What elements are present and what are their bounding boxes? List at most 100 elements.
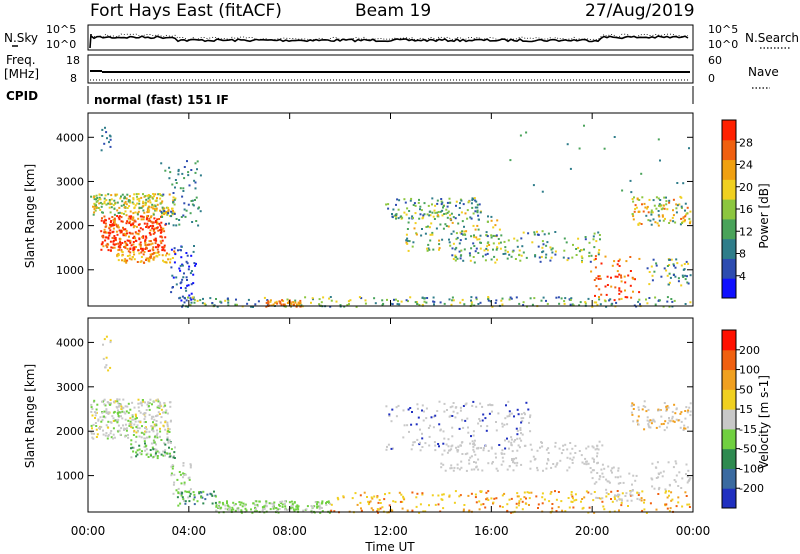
- velocity-pixel: [593, 458, 595, 461]
- velocity-pixel: [261, 508, 264, 511]
- power-pixel: [128, 254, 131, 257]
- power-pixel: [99, 198, 102, 201]
- velocity-pixel: [529, 467, 532, 470]
- velocity-ylabel: Slant Range [km]: [23, 364, 37, 468]
- power-pixel: [179, 269, 182, 272]
- power-pixel: [510, 297, 513, 300]
- power-pixel: [113, 222, 116, 225]
- velocity-pixel: [415, 496, 418, 499]
- power-pixel: [682, 220, 685, 223]
- velocity-pixel: [655, 477, 658, 479]
- velocity-pixel: [516, 433, 519, 436]
- velocity-pixel: [491, 462, 494, 465]
- power-pixel: [339, 304, 342, 307]
- power-pixel: [181, 278, 184, 281]
- power-pixel: [161, 246, 164, 249]
- velocity-pixel: [155, 415, 157, 418]
- velocity-pixel: [172, 455, 175, 457]
- velocity-pixel: [167, 430, 170, 433]
- power-pixel: [423, 300, 426, 303]
- velocity-pixel: [171, 464, 174, 467]
- velocity-pixel: [448, 415, 451, 418]
- velocity-pixel: [517, 504, 520, 507]
- power-pixel: [126, 207, 129, 209]
- power-pixel: [93, 195, 96, 198]
- power-pixel: [204, 303, 207, 306]
- power-pixel: [569, 167, 572, 170]
- velocity-pixel: [140, 436, 143, 439]
- power-pixel: [110, 194, 113, 197]
- velocity-pixel: [242, 502, 245, 505]
- power-pixel: [132, 251, 135, 253]
- velocity-pixel: [495, 421, 497, 423]
- power-pixel: [677, 277, 680, 280]
- velocity-pixel: [155, 443, 157, 446]
- power-pixel: [156, 222, 159, 225]
- velocity-pixel: [254, 506, 257, 509]
- velocity-pixel: [689, 402, 692, 405]
- power-pixel: [428, 248, 431, 251]
- velocity-pixel: [421, 492, 424, 495]
- power-pixel: [161, 206, 164, 209]
- velocity-pixel: [150, 442, 153, 445]
- velocity-pixel: [668, 419, 671, 422]
- power-pixel: [152, 193, 155, 195]
- velocity-pixel: [605, 478, 608, 481]
- velocity-pixel: [258, 500, 261, 503]
- velocity-pixel: [664, 491, 667, 494]
- velocity-pixel: [200, 491, 203, 494]
- power-pixel: [597, 277, 600, 280]
- power-pixel: [147, 259, 150, 262]
- velocity-pixel: [255, 510, 258, 513]
- power-pixel: [193, 298, 196, 301]
- velocity-pixel: [188, 500, 191, 503]
- power-pixel: [149, 256, 152, 259]
- velocity-pixel: [214, 495, 217, 498]
- velocity-pixel: [617, 476, 619, 479]
- power-pixel: [136, 213, 139, 216]
- velocity-pixel: [316, 501, 319, 504]
- power-pixel: [470, 217, 473, 220]
- power-pixel: [157, 245, 160, 248]
- power-pixel: [113, 246, 116, 249]
- power-pixel: [397, 300, 399, 303]
- power-pixel: [275, 300, 278, 303]
- time-tick-label: 16:00: [474, 524, 509, 538]
- power-pixel: [265, 305, 268, 308]
- power-pixel: [158, 244, 161, 247]
- velocity-pixel: [557, 491, 560, 493]
- velocity-pixel: [614, 476, 617, 479]
- velocity-pixel: [91, 427, 93, 430]
- velocity-pixel: [291, 503, 294, 506]
- power-pixel: [406, 237, 409, 240]
- power-pixel: [662, 204, 665, 207]
- power-pixel: [109, 203, 112, 206]
- velocity-pixel: [472, 400, 475, 403]
- velocity-pixel: [119, 433, 122, 436]
- power-pixel: [173, 212, 176, 215]
- power-pixel: [154, 220, 157, 222]
- velocity-pixel: [513, 415, 515, 418]
- velocity-pixel: [135, 435, 138, 438]
- power-pixel: [551, 247, 554, 250]
- power-pixel: [194, 162, 197, 165]
- velocity-pixel: [558, 447, 561, 450]
- power-pixel: [168, 166, 171, 169]
- power-pixel: [451, 221, 454, 224]
- velocity-pixel: [124, 418, 127, 421]
- velocity-pixel: [109, 421, 112, 424]
- power-pixel: [146, 215, 148, 218]
- velocity-pixel: [667, 490, 670, 493]
- velocity-pixel: [107, 420, 110, 423]
- velocity-pixel: [106, 401, 109, 404]
- velocity-pixel: [231, 506, 234, 509]
- colorbar-swatch: [722, 468, 736, 489]
- velocity-pixel: [330, 503, 333, 506]
- velocity-pixel: [385, 405, 388, 408]
- power-pixel: [129, 217, 132, 220]
- power-pixel: [125, 197, 128, 200]
- velocity-pixel: [454, 416, 457, 419]
- velocity-pixel: [177, 487, 180, 490]
- velocity-pixel: [592, 469, 595, 472]
- velocity-pixel: [668, 417, 670, 419]
